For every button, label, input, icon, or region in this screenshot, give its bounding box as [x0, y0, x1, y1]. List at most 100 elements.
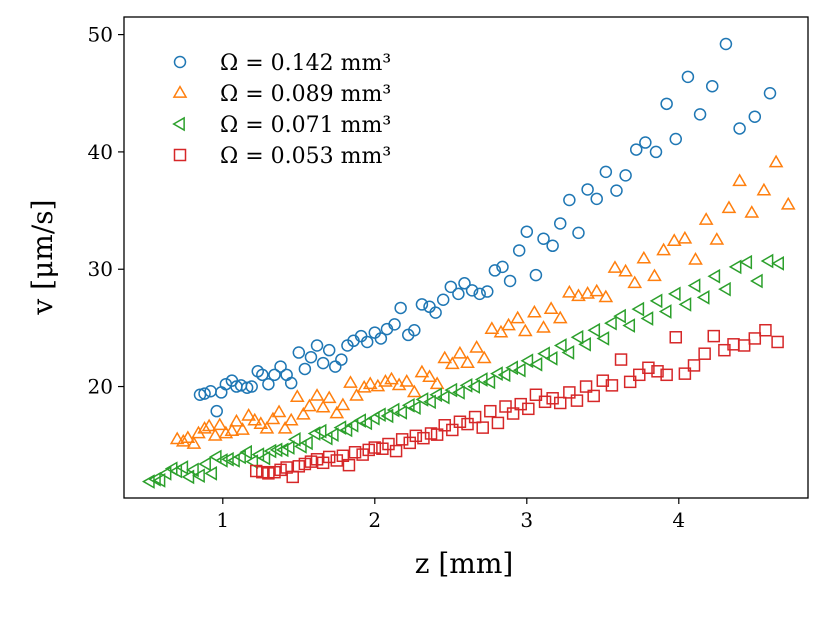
x-tick-label: 4	[672, 508, 685, 532]
data-point-series-2	[589, 283, 605, 297]
data-point-series-4	[623, 375, 637, 389]
data-point-series-2	[362, 376, 378, 390]
y-axis-ticks: 20 30 40 50	[88, 23, 124, 399]
data-point-series-4	[660, 368, 673, 382]
data-point-series-3	[696, 290, 710, 305]
data-point-series-2	[768, 154, 784, 168]
data-point-series-1	[748, 110, 762, 123]
data-point-series-2	[186, 436, 202, 449]
data-point-series-3	[436, 389, 450, 405]
y-tick-label: 40	[88, 140, 113, 164]
data-point-series-2	[571, 288, 586, 302]
data-point-series-3	[750, 273, 763, 289]
data-point-series-2	[562, 284, 577, 298]
data-point-series-3	[718, 281, 731, 297]
data-point-series-3	[300, 435, 313, 451]
data-point-series-3	[649, 293, 663, 309]
data-point-series-2	[460, 355, 475, 368]
data-point-series-3	[325, 427, 339, 442]
data-point-series-2	[207, 428, 223, 441]
data-point-series-1	[415, 298, 429, 311]
data-point-series-3	[667, 286, 681, 302]
data-point-series-1	[292, 346, 306, 359]
legend-marker	[172, 116, 185, 132]
data-point-series-3	[760, 253, 774, 269]
data-point-series-1	[256, 368, 269, 382]
data-point-series-2	[218, 425, 234, 439]
legend-label: Ω = 0.142 mm³	[220, 51, 391, 76]
data-point-series-4	[389, 444, 403, 458]
data-point-series-4	[468, 410, 482, 424]
data-point-series-1	[198, 387, 211, 400]
data-point-series-3	[245, 454, 259, 469]
data-point-series-3	[596, 331, 610, 346]
data-point-series-2	[501, 317, 516, 331]
data-point-series-3	[175, 460, 189, 475]
data-point-series-1	[496, 260, 509, 274]
data-point-series-2	[607, 260, 623, 273]
data-point-series-1	[649, 145, 663, 159]
data-point-series-1	[503, 274, 517, 288]
data-point-series-2	[437, 350, 453, 364]
data-point-series-4	[506, 407, 520, 420]
data-point-series-3	[578, 336, 591, 352]
data-point-series-3	[613, 308, 626, 324]
data-point-series-1	[693, 108, 707, 121]
legend: Ω = 0.142 mm³ Ω = 0.089 mm³ Ω = 0.071 mm³ Ω…	[172, 51, 391, 169]
data-point-series-2	[349, 388, 364, 401]
legend-label: Ω = 0.053 mm³	[220, 144, 391, 169]
data-point-series-1	[546, 239, 559, 253]
data-point-series-1	[537, 232, 550, 245]
data-point-series-3	[423, 394, 436, 410]
data-point-series-2	[259, 420, 275, 434]
data-point-series-4	[409, 429, 423, 443]
data-point-series-1	[360, 335, 374, 349]
data-point-series-3	[198, 456, 211, 472]
data-point-series-4	[348, 445, 362, 459]
data-point-series-2	[552, 310, 568, 324]
data-point-series-3	[707, 268, 721, 284]
data-point-series-1	[329, 360, 342, 373]
data-point-series-1	[705, 79, 719, 93]
plot-frame	[123, 16, 809, 499]
data-point-series-2	[265, 411, 281, 425]
data-point-series-3	[561, 345, 575, 360]
data-point-series-3	[553, 338, 567, 353]
data-point-series-1	[458, 277, 471, 290]
data-point-series-2	[536, 320, 551, 333]
data-point-series-1	[245, 380, 258, 393]
data-point-series-4	[570, 394, 584, 407]
data-point-series-1	[452, 287, 465, 301]
data-point-series-2	[296, 406, 311, 420]
data-point-series-3	[214, 453, 228, 468]
x-tick-label: 3	[520, 508, 533, 532]
data-point-series-2	[399, 374, 415, 387]
data-point-series-3	[319, 430, 333, 446]
data-point-series-4	[579, 380, 593, 393]
data-point-series-2	[229, 413, 244, 427]
data-point-series-2	[618, 263, 633, 277]
data-point-series-1	[639, 136, 652, 149]
data-point-series-2	[543, 301, 559, 314]
data-point-series-1	[388, 318, 401, 331]
data-point-series-2	[271, 404, 287, 418]
data-point-series-4	[417, 431, 430, 445]
data-point-series-1	[284, 376, 298, 390]
data-point-series-4	[499, 400, 512, 413]
data-point-series-4	[596, 374, 610, 387]
data-point-series-1	[394, 301, 407, 315]
data-point-series-4	[737, 339, 751, 352]
data-point-series-2	[180, 430, 196, 444]
data-point-series-4	[322, 450, 336, 464]
data-point-series-2	[510, 310, 526, 324]
data-point-series-4	[669, 331, 683, 344]
data-point-series-2	[343, 375, 358, 388]
x-axis-label: z [mm]	[415, 547, 514, 580]
data-point-series-1	[368, 326, 382, 339]
data-point-series-3	[408, 400, 421, 416]
data-point-series-1	[322, 343, 336, 357]
data-point-series-3	[204, 466, 218, 481]
data-point-series-3	[380, 408, 394, 424]
data-point-series-1	[590, 192, 603, 206]
x-tick-label: 2	[368, 508, 381, 532]
